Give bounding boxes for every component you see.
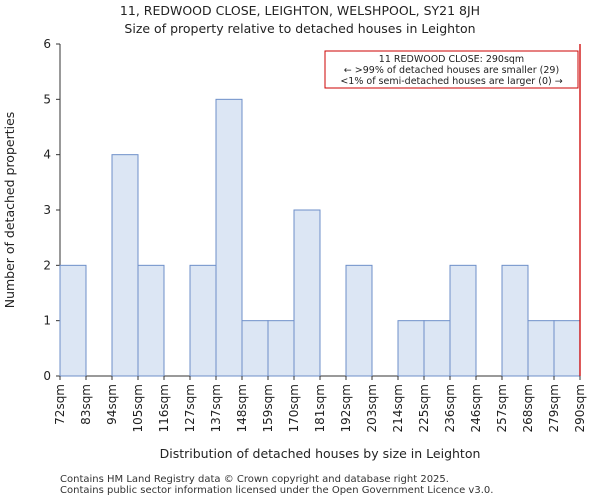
x-tick-label: 94sqm (105, 384, 119, 425)
annotation-line: ← >99% of detached houses are smaller (2… (344, 65, 559, 76)
bar (59, 264, 87, 377)
bar (293, 209, 321, 377)
x-tick-label: 159sqm (261, 384, 275, 432)
x-tick-label: 290sqm (573, 384, 587, 432)
annotation-line: <1% of semi-detached houses are larger (… (340, 76, 562, 87)
x-tick-label: 203sqm (365, 384, 379, 432)
x-tick-label: 127sqm (183, 384, 197, 432)
x-tick-label: 148sqm (235, 384, 249, 432)
y-axis-label: Number of detached properties (2, 112, 17, 309)
x-tick-label: 105sqm (131, 384, 145, 432)
y-tick-label: 6 (43, 37, 51, 51)
bar (137, 264, 165, 377)
x-tick-label: 83sqm (79, 384, 93, 425)
bar (241, 320, 269, 377)
x-tick-label: 137sqm (209, 384, 223, 432)
x-tick-label: 268sqm (521, 384, 535, 432)
y-tick-label: 5 (43, 92, 51, 106)
chart-subtitle: Size of property relative to detached ho… (124, 21, 476, 36)
bar (189, 264, 217, 377)
y-tick-label: 3 (43, 203, 51, 217)
x-axis-label: Distribution of detached houses by size … (160, 446, 481, 461)
bar (553, 320, 581, 377)
bar (527, 320, 555, 377)
bar (345, 264, 373, 377)
x-tick-label: 192sqm (339, 384, 353, 432)
annotation-box (324, 50, 579, 89)
footer-line-1: Contains HM Land Registry data © Crown c… (60, 474, 449, 485)
annotation-line: 11 REDWOOD CLOSE: 290sqm (379, 54, 524, 65)
x-tick-label: 214sqm (391, 384, 405, 432)
x-tick-label: 236sqm (443, 384, 457, 432)
x-tick-label: 116sqm (157, 384, 171, 432)
x-tick-label: 279sqm (547, 384, 561, 432)
bar (501, 264, 529, 377)
y-tick-label: 0 (43, 369, 51, 383)
x-tick-label: 225sqm (417, 384, 431, 432)
chart-title: 11, REDWOOD CLOSE, LEIGHTON, WELSHPOOL, … (119, 3, 481, 18)
y-tick-label: 2 (43, 258, 51, 272)
x-tick-label: 72sqm (53, 384, 67, 425)
x-tick-label: 246sqm (469, 384, 483, 432)
bar (449, 264, 477, 377)
x-tick-label: 257sqm (495, 384, 509, 432)
bar (423, 320, 451, 377)
bar (267, 320, 295, 377)
footer-line-2: Contains public sector information licen… (60, 485, 494, 496)
bar (215, 98, 243, 377)
y-tick-label: 4 (43, 148, 51, 162)
bar (397, 320, 425, 377)
bar (111, 154, 139, 377)
x-tick-label: 181sqm (313, 384, 327, 432)
x-tick-label: 170sqm (287, 384, 301, 432)
y-tick-label: 1 (43, 314, 51, 328)
